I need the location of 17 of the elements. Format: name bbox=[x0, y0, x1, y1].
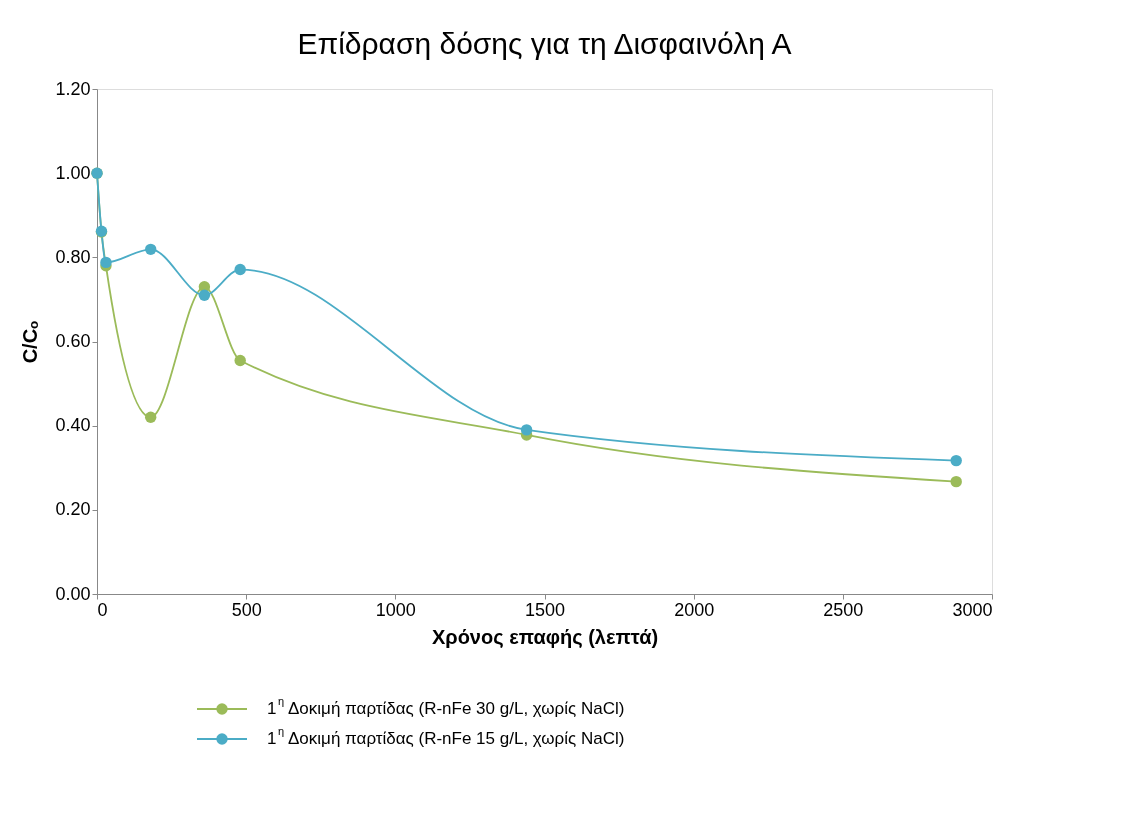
y-tick-label: 1.00 bbox=[55, 162, 91, 183]
y-tick-label: 0.60 bbox=[55, 331, 91, 351]
x-tick-label: 2000 bbox=[674, 599, 715, 620]
chart-title: Επίδραση δόσης για τη Δισφαινόλη Α bbox=[297, 27, 792, 60]
x-tick-label: 1000 bbox=[375, 599, 416, 620]
x-tick-label: 500 bbox=[231, 599, 262, 620]
x-tick-label: 1500 bbox=[524, 599, 566, 620]
y-tick-label: 0.20 bbox=[55, 499, 91, 520]
y-tick-label: 0.00 bbox=[55, 583, 91, 604]
x-tick-label: 2500 bbox=[823, 599, 864, 620]
y-tick-label: 1.20 bbox=[55, 78, 91, 99]
x-tick-label: 3000 bbox=[952, 599, 993, 620]
x-axis-title: Χρόνος επαφής (λεπτά) bbox=[431, 625, 659, 648]
y-tick-label: 0.80 bbox=[55, 246, 91, 267]
y-axis-title: C/Cₒ bbox=[19, 320, 42, 364]
x-tick-label: 0 bbox=[97, 599, 108, 620]
y-tick-label: 0.40 bbox=[55, 415, 91, 436]
